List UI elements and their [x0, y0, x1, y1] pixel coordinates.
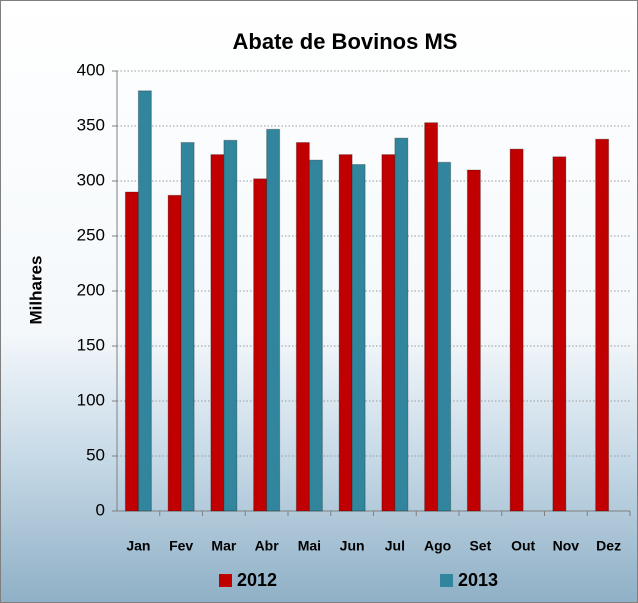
bar	[437, 161, 452, 512]
x-tick-label: Jan	[126, 538, 150, 554]
y-tick-label: 0	[96, 500, 105, 519]
x-tick-label: Dez	[596, 538, 621, 554]
bar	[595, 138, 610, 512]
bar	[223, 139, 238, 512]
y-tick-label: 100	[77, 390, 105, 409]
legend-label: 2012	[237, 570, 277, 590]
y-axis-label: Milhares	[26, 256, 45, 325]
bar	[137, 90, 152, 512]
bar	[124, 191, 139, 512]
y-tick-label: 400	[77, 60, 105, 79]
bar	[424, 122, 439, 512]
x-tick-label: Set	[469, 538, 491, 554]
bar	[466, 169, 481, 512]
bar	[210, 154, 225, 512]
bar	[509, 148, 524, 512]
bar	[167, 194, 182, 512]
bar	[308, 159, 323, 512]
bar	[552, 156, 567, 512]
x-tick-label: Jun	[340, 538, 365, 554]
legend-swatch	[219, 574, 232, 587]
x-tick-label: Abr	[255, 538, 280, 554]
bar	[381, 154, 396, 512]
y-tick-label: 150	[77, 335, 105, 354]
y-tick-label: 250	[77, 225, 105, 244]
bar	[338, 154, 353, 512]
x-tick-label: Mai	[298, 538, 321, 554]
chart-title: Abate de Bovinos MS	[233, 29, 458, 54]
x-tick-label: Out	[511, 538, 535, 554]
x-tick-label: Mar	[211, 538, 236, 554]
bar	[394, 137, 409, 512]
y-tick-label: 50	[86, 445, 105, 464]
bar	[180, 142, 195, 512]
y-tick-label: 300	[77, 170, 105, 189]
x-tick-label: Nov	[553, 538, 580, 554]
legend-swatch	[440, 574, 453, 587]
y-tick-label: 200	[77, 280, 105, 299]
bar	[266, 128, 281, 512]
y-tick-label: 350	[77, 115, 105, 134]
legend-label: 2013	[458, 570, 498, 590]
x-tick-label: Ago	[424, 538, 451, 554]
bar	[295, 142, 310, 512]
x-tick-label: Jul	[385, 538, 405, 554]
bar	[351, 164, 366, 512]
bar	[253, 178, 268, 512]
x-tick-label: Fev	[169, 538, 193, 554]
